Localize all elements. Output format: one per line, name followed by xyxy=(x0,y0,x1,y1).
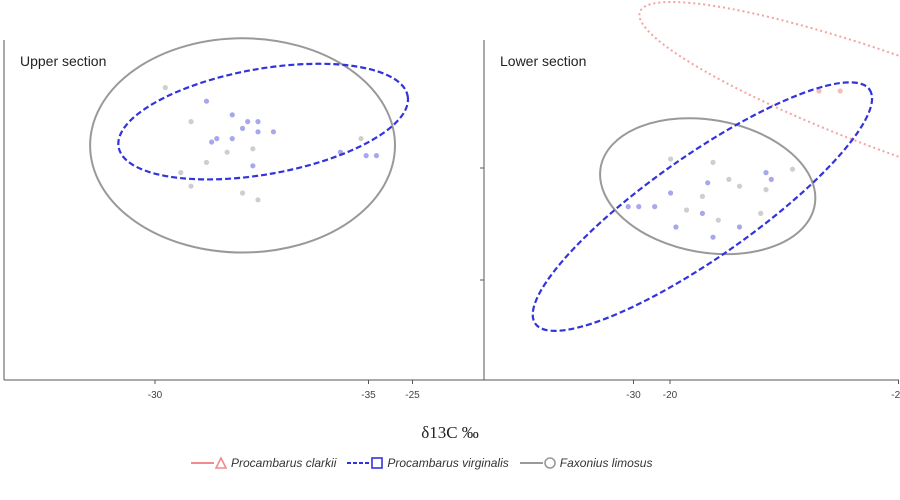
legend-item-3: Faxonius limosus xyxy=(519,456,653,470)
ellipse-1-1 xyxy=(89,37,396,254)
data-point-1-2-9 xyxy=(214,136,220,142)
data-point-2-2-10 xyxy=(715,217,721,223)
legend-item-2: Procambarus virginalis xyxy=(346,456,509,470)
data-point-2-2-6 xyxy=(763,187,769,193)
data-point-1-2-12 xyxy=(363,153,369,159)
data-point-2-3-6 xyxy=(625,204,631,210)
data-point-1-1-7 xyxy=(250,146,256,152)
data-point-1-1-8 xyxy=(203,159,210,165)
data-point-1-1-3 xyxy=(178,170,184,176)
data-point-2-2-9 xyxy=(758,210,764,216)
data-point-1-2-14 xyxy=(250,163,256,169)
data-point-1-1-2 xyxy=(188,119,194,125)
data-point-1-1-6 xyxy=(255,197,261,203)
chart-legend: Procambarus clarkii Procambarus virginali… xyxy=(190,452,658,474)
x-tick-label-1-2: -30 xyxy=(148,390,163,401)
legend-symbol-triangle-icon xyxy=(191,456,228,469)
data-point-2-3-5 xyxy=(652,204,658,210)
data-point-1-1-10 xyxy=(358,136,364,142)
ellipse-1-2 xyxy=(117,62,410,181)
data-point-1-1-9 xyxy=(224,149,230,155)
data-point-1-2-10 xyxy=(209,139,215,145)
x-tick-label-1-3: -25 xyxy=(405,390,420,401)
data-point-1-2-7 xyxy=(270,129,277,135)
legend-label-2: Procambarus virginalis xyxy=(387,456,509,470)
x-tick-label-2-1: -35 xyxy=(361,390,376,401)
data-point-2-3-8 xyxy=(699,210,706,216)
data-point-2-2-1 xyxy=(668,156,674,162)
data-point-1-2-8 xyxy=(229,136,235,142)
data-point-2-3-10 xyxy=(736,224,743,230)
ellipse-2-1 xyxy=(638,1,900,215)
data-point-2-3-3 xyxy=(705,180,711,186)
legend-label-1: Procambarus clarkii xyxy=(231,456,337,470)
x-tick-label-2-2: -30 xyxy=(626,390,641,401)
data-point-1-2-6 xyxy=(255,129,261,135)
data-point-2-3-2 xyxy=(768,176,774,182)
x-tick-label-2-3: -25 xyxy=(891,390,900,401)
ellipse-2-3 xyxy=(531,81,874,332)
data-point-2-2-5 xyxy=(736,183,743,189)
x-tick-label-1-4: -20 xyxy=(663,390,678,401)
data-point-2-2-7 xyxy=(699,193,706,199)
legend-item-1: Procambarus clarkii xyxy=(190,456,336,470)
data-point-2-2-3 xyxy=(726,176,732,182)
data-point-1-2-5 xyxy=(239,125,246,131)
data-point-1-2-3 xyxy=(245,119,251,125)
data-point-1-1-1 xyxy=(162,85,168,91)
data-point-2-3-11 xyxy=(710,234,716,240)
data-point-1-2-2 xyxy=(229,112,235,118)
data-point-2-3-9 xyxy=(673,224,679,230)
ellipse-2-2 xyxy=(599,117,817,256)
data-point-1-1-4 xyxy=(188,183,194,189)
data-point-2-3-4 xyxy=(668,190,674,196)
legend-label-3: Faxonius limosus xyxy=(559,456,653,470)
legend-symbol-circle-icon xyxy=(519,457,556,469)
data-point-1-2-4 xyxy=(255,119,261,125)
data-point-2-3-7 xyxy=(636,204,642,210)
data-point-2-1-3 xyxy=(837,88,843,94)
data-point-1-1-5 xyxy=(239,190,246,196)
data-point-2-1-2 xyxy=(816,88,822,94)
panel-title-1: Upper section xyxy=(20,53,106,69)
data-point-2-3-1 xyxy=(763,170,769,176)
x-axis-label: δ13C ‰ xyxy=(421,423,479,442)
data-point-1-2-13 xyxy=(373,153,380,159)
data-point-1-2-1 xyxy=(203,98,210,104)
data-point-2-2-8 xyxy=(683,207,690,213)
data-point-2-2-2 xyxy=(710,159,716,165)
legend-symbol-square-icon xyxy=(347,457,384,469)
data-point-2-2-4 xyxy=(789,166,796,172)
panel-title-2: Lower section xyxy=(500,53,586,69)
